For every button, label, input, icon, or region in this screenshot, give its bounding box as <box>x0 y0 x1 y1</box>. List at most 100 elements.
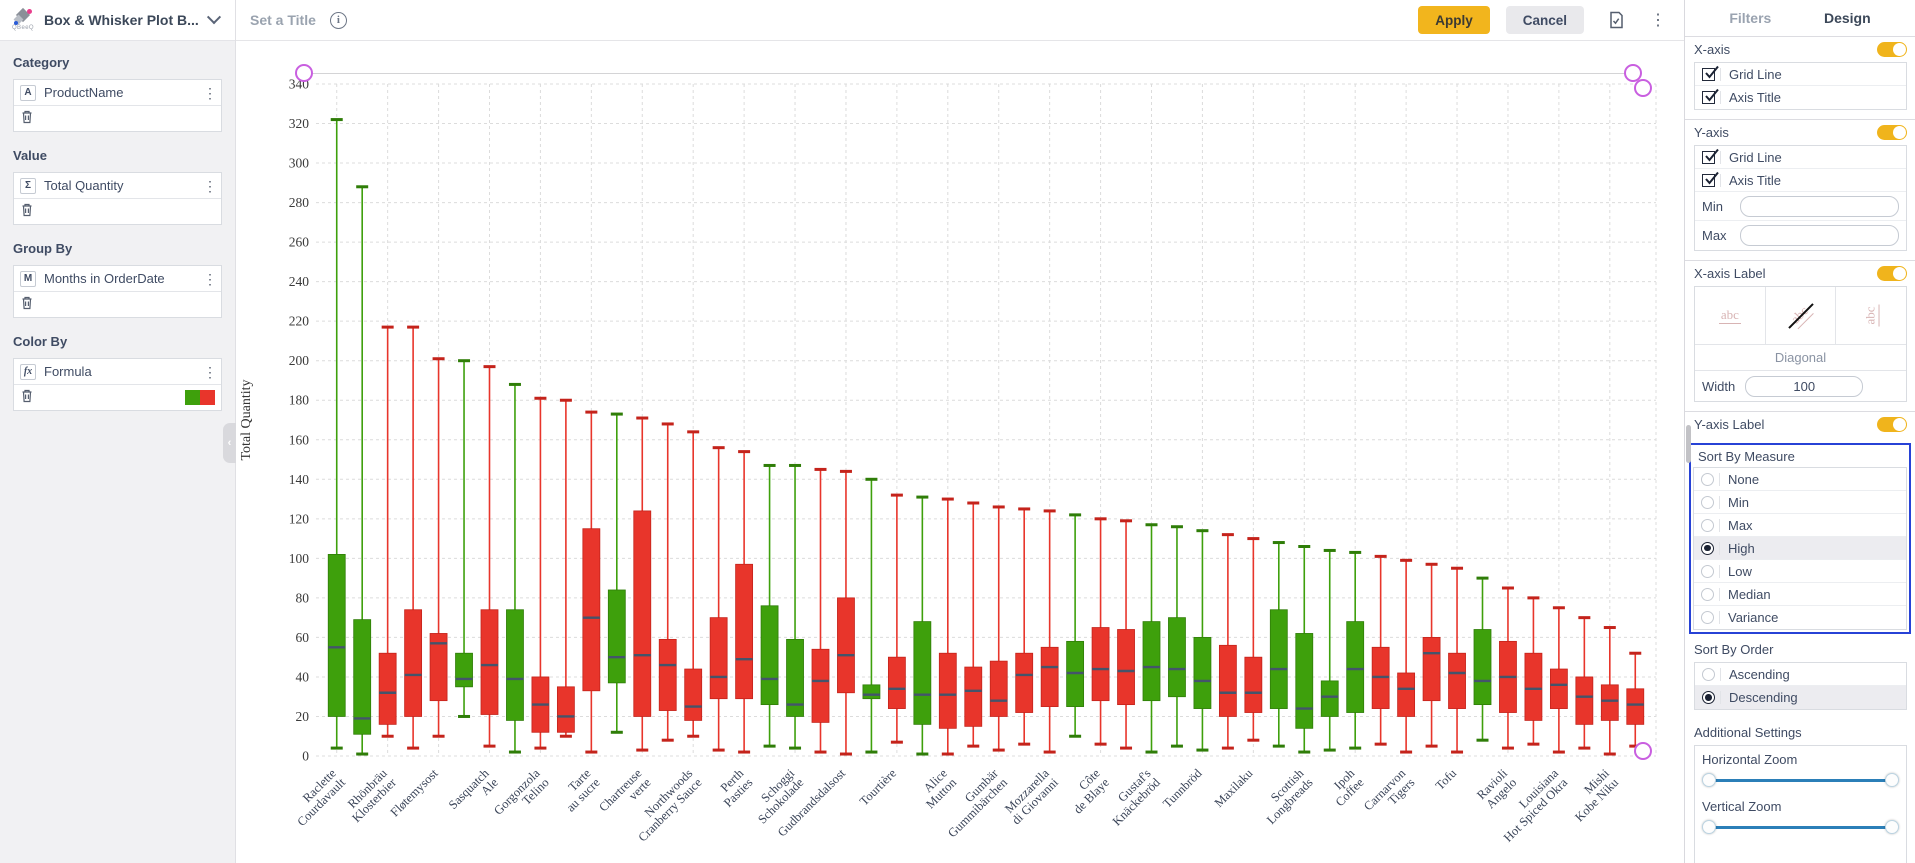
trash-icon[interactable] <box>20 202 34 222</box>
box-green[interactable] <box>786 638 804 717</box>
tab-filters[interactable]: Filters <box>1729 10 1772 26</box>
orientation-vertical-option[interactable]: abc <box>1836 287 1906 344</box>
sort-measure-option-variance[interactable]: Variance <box>1694 606 1906 629</box>
info-icon[interactable]: i <box>329 11 347 29</box>
trash-icon[interactable] <box>20 388 34 408</box>
box-red[interactable] <box>1549 668 1568 709</box>
box-green[interactable] <box>353 619 372 735</box>
orientation-diagonal-option[interactable]: abc <box>1766 287 1837 344</box>
range-slider[interactable] <box>1702 820 1899 834</box>
box-green[interactable] <box>607 589 626 684</box>
checkbox-checked-icon[interactable] <box>1702 88 1719 104</box>
box-green[interactable] <box>913 621 932 725</box>
box-red[interactable] <box>1575 676 1594 725</box>
sort-measure-option-min[interactable]: Min <box>1694 491 1906 514</box>
box-red[interactable] <box>658 638 677 711</box>
max-input[interactable] <box>1741 226 1898 245</box>
selection-handle-top-right[interactable] <box>1624 64 1642 82</box>
orientation-horizontal-option[interactable]: abc <box>1695 287 1766 344</box>
sort-order-option-ascending[interactable]: Ascending <box>1695 663 1906 686</box>
tab-design[interactable]: Design <box>1823 10 1871 26</box>
field-menu-icon[interactable]: ⋮ <box>203 270 217 287</box>
box-green[interactable] <box>1168 617 1186 698</box>
slider-track[interactable] <box>1707 826 1894 829</box>
sort-measure-option-max[interactable]: Max <box>1694 514 1906 537</box>
checkbox-row[interactable]: Axis Title <box>1695 86 1906 109</box>
slider-knob-right[interactable] <box>1885 820 1899 834</box>
sidebar-collapse-handle[interactable]: ‹ <box>223 423 236 463</box>
box-red[interactable] <box>811 648 830 723</box>
checkbox-row[interactable]: Grid Line <box>1695 63 1906 86</box>
min-input[interactable] <box>1741 196 1898 216</box>
box-green[interactable] <box>1346 621 1365 713</box>
box-green[interactable] <box>1473 629 1492 706</box>
radio-unselected-icon[interactable] <box>1701 587 1714 601</box>
radio-selected-icon[interactable] <box>1701 541 1714 555</box>
export-report-icon[interactable] <box>1606 10 1626 30</box>
field-drop-row[interactable] <box>14 292 221 317</box>
radio-unselected-icon[interactable] <box>1701 472 1714 486</box>
box-red[interactable] <box>989 660 1008 717</box>
box-red[interactable] <box>1422 637 1441 702</box>
radio-unselected-icon[interactable] <box>1701 518 1714 532</box>
box-red[interactable] <box>1448 652 1466 709</box>
box-red[interactable] <box>1626 688 1645 725</box>
checkbox-checked-icon[interactable] <box>1702 171 1719 187</box>
box-red[interactable] <box>735 563 754 700</box>
box-red[interactable] <box>633 510 652 717</box>
slider-knob-left[interactable] <box>1702 773 1716 787</box>
box-red[interactable] <box>429 633 448 702</box>
x-axis-toggle[interactable] <box>1877 42 1907 57</box>
sort-measure-option-low[interactable]: Low <box>1694 560 1906 583</box>
box-green[interactable] <box>327 554 346 717</box>
field-menu-icon[interactable]: ⋮ <box>203 84 217 101</box>
box-red[interactable] <box>1397 672 1416 717</box>
apply-button[interactable]: Apply <box>1418 6 1490 34</box>
set-title-field[interactable]: Set a Title <box>250 12 316 28</box>
field-row[interactable]: M Months in OrderDate ⋮ <box>14 266 221 292</box>
box-green[interactable] <box>1295 633 1314 729</box>
range-slider[interactable] <box>1702 773 1899 787</box>
sort-measure-option-median[interactable]: Median <box>1694 583 1906 606</box>
box-red[interactable] <box>1524 652 1543 721</box>
box-green[interactable] <box>1320 680 1339 717</box>
radio-unselected-icon[interactable] <box>1701 495 1714 509</box>
box-red[interactable] <box>404 609 423 717</box>
y-axis-label-toggle[interactable] <box>1877 417 1907 432</box>
box-red[interactable] <box>887 656 906 709</box>
selection-handle-top-right-2[interactable] <box>1634 79 1652 97</box>
field-row[interactable]: Σ Total Quantity ⋮ <box>14 173 221 199</box>
radio-unselected-icon[interactable] <box>1702 667 1715 681</box>
box-red[interactable] <box>1218 644 1237 717</box>
checkbox-checked-icon[interactable] <box>1702 148 1719 164</box>
trash-icon[interactable] <box>20 295 34 315</box>
box-red[interactable] <box>1244 656 1263 713</box>
field-drop-row[interactable] <box>14 385 221 410</box>
box-red[interactable] <box>709 617 728 700</box>
box-red[interactable] <box>556 686 575 733</box>
box-red[interactable] <box>1117 629 1135 706</box>
box-red[interactable] <box>1015 652 1034 713</box>
box-green[interactable] <box>1142 621 1161 702</box>
sort-order-option-descending[interactable]: Descending <box>1695 686 1906 709</box>
cancel-button[interactable]: Cancel <box>1505 6 1584 34</box>
slider-knob-right[interactable] <box>1885 773 1899 787</box>
box-red[interactable] <box>964 666 983 727</box>
slider-track[interactable] <box>1707 779 1894 782</box>
box-green[interactable] <box>455 652 473 688</box>
dataset-header[interactable]: QBeeQ Box & Whisker Plot B... <box>0 0 235 41</box>
radio-selected-icon[interactable] <box>1702 691 1715 704</box>
box-green[interactable] <box>506 609 524 721</box>
field-menu-icon[interactable]: ⋮ <box>203 363 217 380</box>
box-red[interactable] <box>1600 684 1619 721</box>
chevron-down-icon[interactable] <box>206 10 221 25</box>
checkbox-row[interactable]: Axis Title <box>1695 169 1906 192</box>
field-row[interactable]: A ProductName ⋮ <box>14 80 221 106</box>
field-menu-icon[interactable]: ⋮ <box>203 177 217 194</box>
box-red[interactable] <box>1091 627 1110 702</box>
radio-unselected-icon[interactable] <box>1701 564 1714 578</box>
checkbox-row[interactable]: Grid Line <box>1695 146 1906 169</box>
box-red[interactable] <box>582 528 601 692</box>
field-drop-row[interactable] <box>14 199 221 224</box>
field-row[interactable]: fx Formula ⋮ <box>14 359 221 385</box>
